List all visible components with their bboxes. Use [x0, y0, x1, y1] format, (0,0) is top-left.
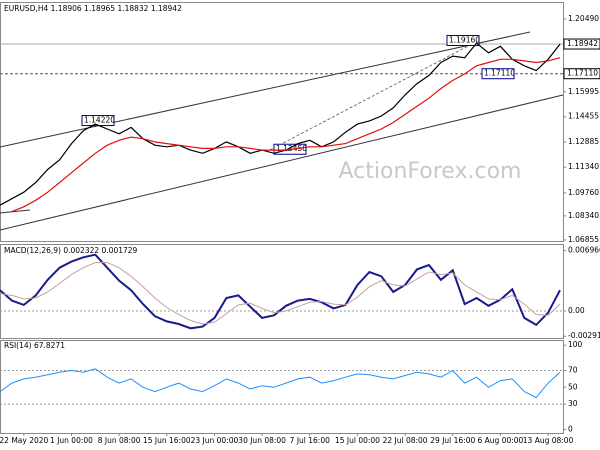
y-tick-label: 1.12885	[568, 137, 599, 146]
y-tick-label: 100	[568, 340, 583, 349]
series-line	[0, 42, 561, 206]
x-tick-label: 15 Jul 00:00	[335, 436, 380, 445]
annotation-box	[481, 68, 515, 80]
series-line	[0, 253, 561, 330]
y-tick-label: 1.09760	[568, 188, 599, 197]
y-tick-label: 1.15995	[568, 87, 599, 96]
y-tick-label: 0	[568, 424, 573, 433]
x-tick-label: 7 Jul 16:00	[290, 436, 330, 445]
annotation-label: 1.19160	[449, 35, 480, 44]
y-tick-label: 1.11340	[568, 162, 599, 171]
y-tick-label: 1.08340	[568, 211, 599, 220]
price-box	[563, 38, 600, 50]
y-tick-label: 1.20490	[568, 14, 599, 23]
x-tick-label: 22 May 2020	[0, 436, 49, 445]
annotation-label: 1.14220	[84, 116, 115, 125]
panel-title: RSI(14) 67.8271	[4, 341, 65, 350]
channel-lower	[0, 94, 564, 231]
channel-mid	[269, 44, 471, 151]
x-tick-label: 23 Jun 00:00	[191, 436, 239, 445]
y-tick-label: 1.06855	[568, 235, 599, 244]
level-box	[563, 68, 600, 80]
x-tick-label: 8 Jun 08:00	[98, 436, 141, 445]
level-label: 1.17110	[567, 69, 598, 78]
y-tick-label: 50	[568, 382, 578, 391]
series-line	[0, 262, 561, 325]
price-panel	[0, 2, 564, 242]
y-tick-label: 0.006966	[568, 246, 600, 255]
trend-stub	[0, 209, 31, 214]
y-tick-label: 30	[568, 399, 578, 408]
y-tick-label: 1.14455	[568, 112, 599, 121]
watermark: ActionForex.com	[339, 159, 522, 184]
series-line	[11, 57, 561, 213]
x-tick-label: 13 Aug 08:00	[523, 436, 574, 445]
x-tick-label: 22 Jul 08:00	[383, 436, 428, 445]
panel-title: MACD(12,26,9) 0.002322 0.001729	[4, 246, 138, 255]
x-tick-label: 29 Jul 16:00	[430, 436, 475, 445]
price-label: 1.18942	[567, 39, 598, 48]
y-tick-label: 0.00	[568, 306, 585, 315]
x-tick-label: 6 Aug 00:00	[478, 436, 524, 445]
annotation-label: 1.17110	[484, 69, 515, 78]
panel-title: EURUSD,H4 1.18906 1.18965 1.18832 1.1894…	[4, 4, 182, 13]
annotation-box	[446, 34, 480, 46]
x-tick-label: 15 Jun 16:00	[143, 436, 191, 445]
x-tick-label: 30 Jun 08:00	[238, 436, 286, 445]
y-tick-label: -0.002913	[568, 331, 600, 340]
y-tick-label: 70	[568, 365, 578, 374]
series-line	[0, 368, 561, 399]
x-tick-label: 1 Jun 00:00	[50, 436, 93, 445]
